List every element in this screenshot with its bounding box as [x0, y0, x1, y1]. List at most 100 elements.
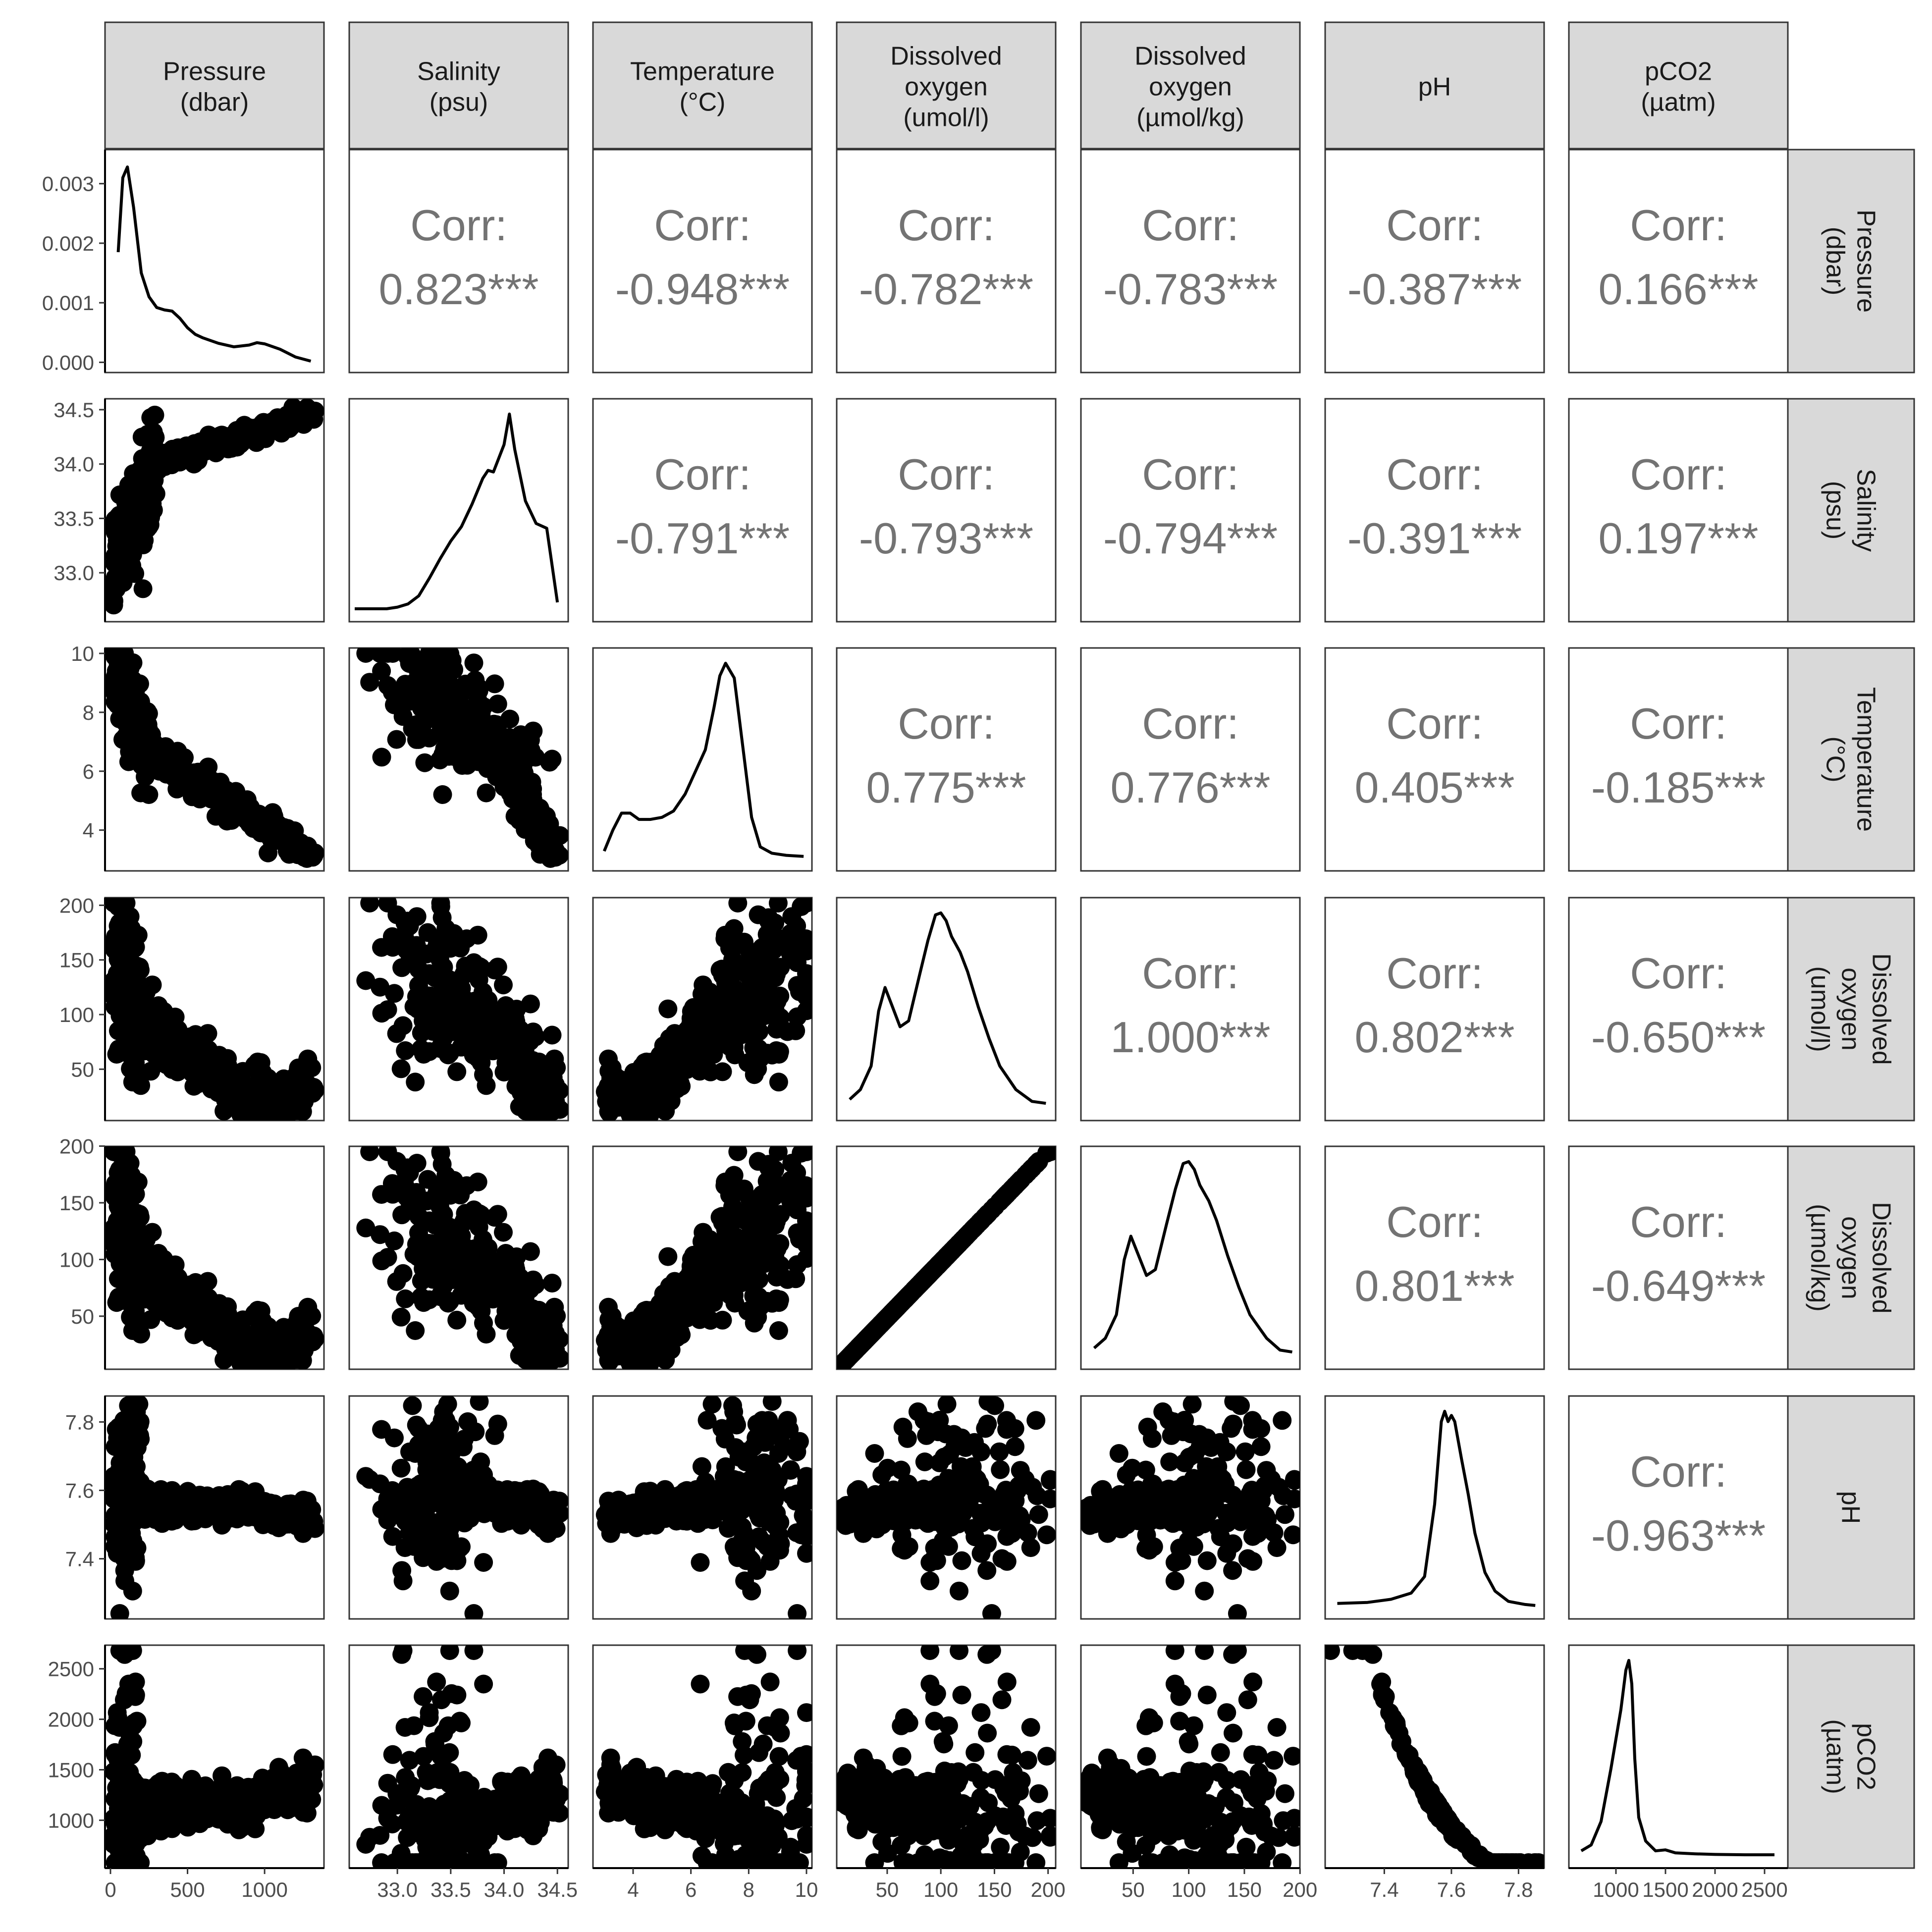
corr-value: 0.823***	[379, 265, 539, 314]
scatter-point	[123, 1007, 143, 1026]
panel-r2-c5: Corr:-0.794***	[1080, 398, 1301, 623]
corr-value: 0.405***	[1355, 763, 1515, 812]
panel-border	[1568, 897, 1789, 1122]
scatter-point	[715, 929, 735, 948]
scatter-point	[792, 1146, 811, 1163]
scatter-point	[393, 1016, 413, 1035]
scatter-point	[720, 1285, 739, 1304]
panel-border	[1568, 149, 1789, 374]
scatter-point	[714, 982, 734, 1001]
scatter-point	[658, 1247, 678, 1266]
scatter-point	[471, 1269, 490, 1288]
scatter-points	[595, 898, 812, 1121]
scatter-point	[407, 907, 427, 926]
scatter-point	[402, 648, 421, 664]
scatter-point	[198, 1272, 217, 1291]
corr-value: -0.793***	[859, 514, 1033, 563]
corr-value: 0.775***	[866, 763, 1026, 812]
scatter-point	[738, 1256, 757, 1275]
corr-value: -0.650***	[1591, 1013, 1766, 1062]
scatter-point	[419, 1255, 438, 1274]
panel-r1-c4: Corr:-0.782***	[836, 149, 1057, 374]
scatter-point	[213, 798, 231, 817]
scatter-point	[477, 783, 496, 803]
scatter-point	[635, 1340, 654, 1359]
scatter-point	[378, 1000, 397, 1020]
scatter-point	[194, 442, 214, 461]
panel-border	[1080, 647, 1301, 872]
scatter-point	[415, 753, 434, 772]
panel-r5-c1	[104, 1145, 325, 1370]
scatter-point	[356, 648, 376, 663]
scatter-point	[419, 653, 438, 672]
scatter-point	[371, 977, 390, 997]
scatter-point	[673, 1307, 692, 1327]
scatter-point	[737, 1231, 756, 1250]
scatter-points	[356, 648, 568, 868]
scatter-point	[725, 964, 744, 983]
scatter-point	[226, 1340, 246, 1359]
scatter-point	[650, 1046, 670, 1065]
corr-label: Corr:	[1142, 949, 1239, 998]
panel-r3-c5: Corr:0.776***	[1080, 647, 1301, 872]
scatter-point	[274, 1335, 293, 1354]
corr-value: -0.783***	[1103, 265, 1278, 314]
scatter-point	[693, 1025, 712, 1045]
scatter-point	[530, 1106, 549, 1121]
scatter-point	[383, 938, 402, 957]
scatter-point	[124, 1045, 143, 1065]
scatter-point	[456, 1212, 475, 1231]
panel-r1-c1	[104, 149, 325, 374]
scatter-point	[728, 898, 748, 912]
corr-label: Corr:	[654, 201, 751, 250]
scatter-point	[714, 1230, 734, 1249]
scatter-point	[661, 1340, 681, 1359]
scatter-point	[510, 1268, 530, 1287]
scatter-point	[420, 964, 439, 983]
panel-border	[1324, 647, 1545, 872]
scatter-point	[427, 1184, 446, 1204]
scatter-point	[419, 1234, 438, 1253]
scatter-point	[458, 1008, 477, 1027]
scatter-point	[356, 1218, 376, 1237]
scatter-points	[356, 898, 568, 1121]
scatter-point	[160, 1284, 179, 1303]
panel-r1-c2: Corr:0.823***	[348, 149, 569, 374]
scatter-point	[385, 1231, 404, 1250]
scatter-point	[213, 1073, 231, 1092]
panel-r4-c4	[836, 897, 1057, 1122]
scatter-point	[755, 1247, 775, 1267]
scatter-point	[531, 1321, 550, 1341]
corr-value: 0.776***	[1111, 763, 1271, 812]
scatter-point	[796, 1186, 812, 1206]
panel-r2-c7: Corr:0.197***	[1568, 398, 1789, 623]
scatter-point	[139, 704, 158, 723]
scatter-point	[406, 1321, 425, 1340]
panel-r3-c6: Corr:0.405***	[1324, 647, 1545, 872]
panel-r3-c1	[104, 647, 325, 872]
scatter-point	[542, 750, 562, 769]
panel-border	[1080, 398, 1301, 623]
scatter-point	[145, 1025, 164, 1045]
corr-value: -0.185***	[1591, 763, 1766, 812]
scatter-point	[139, 1008, 158, 1027]
scatter-point	[778, 1022, 797, 1041]
scatter-point	[246, 1340, 265, 1359]
scatter-point	[249, 805, 268, 824]
scatter-point	[673, 1059, 692, 1078]
scatter-point	[464, 653, 483, 673]
scatter-point	[682, 1249, 701, 1269]
scatter-point	[731, 1025, 751, 1045]
panel-border	[836, 398, 1057, 623]
corr-value: 0.166***	[1599, 265, 1759, 314]
scatter-point	[123, 653, 143, 672]
scatter-point	[476, 1038, 495, 1057]
scatter-point	[488, 717, 507, 737]
scatter-point	[767, 1212, 786, 1231]
scatter-point	[249, 1073, 268, 1092]
scatter-point	[419, 1007, 438, 1026]
scatter-point	[500, 1284, 520, 1303]
scatter-point	[371, 1225, 390, 1244]
panel-r4-c7: Corr:-0.650***	[1568, 897, 1789, 1122]
scatter-point	[458, 1256, 477, 1275]
